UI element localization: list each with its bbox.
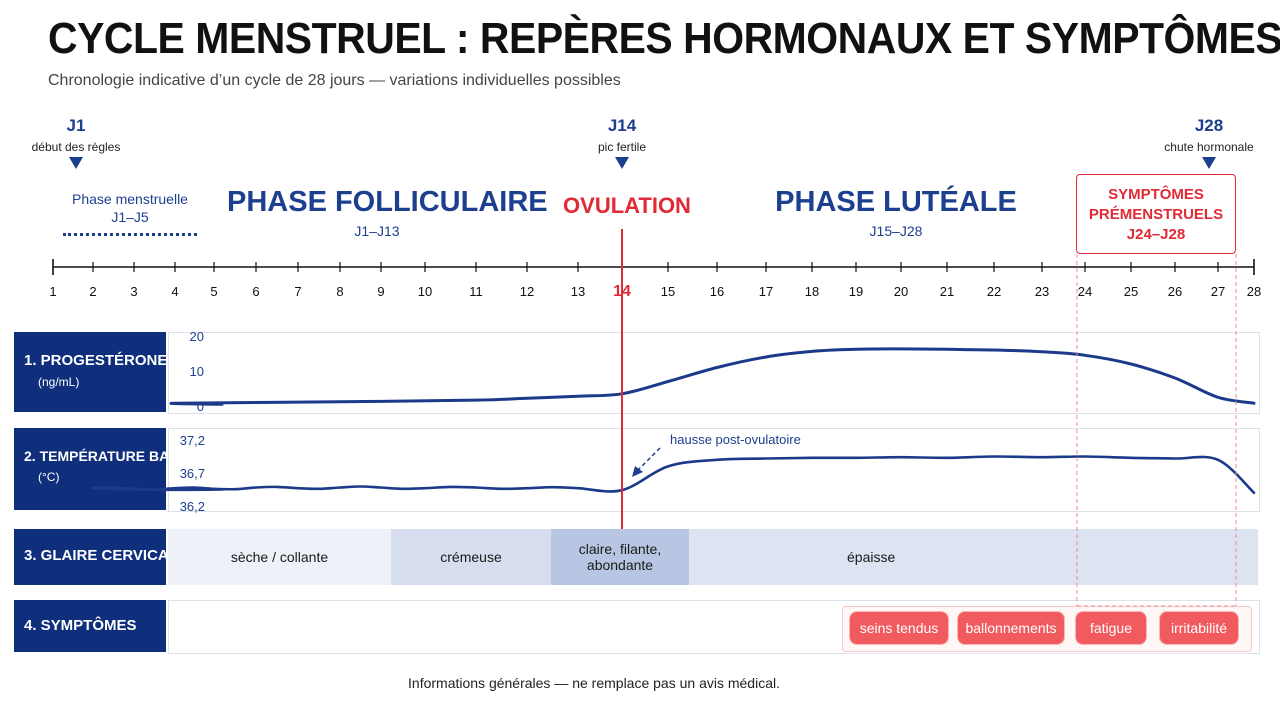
row-label-temperature: 2. TEMPÉRATURE BASALE (°C) (14, 428, 207, 510)
temperature-annotation: hausse post-ovulatoire (670, 432, 801, 447)
progesterone-curve (169, 347, 1256, 406)
progesterone-tick-label: 0 (197, 399, 204, 414)
timeline-day-label: 7 (294, 284, 301, 299)
symptom-pill: fatigue (1076, 612, 1146, 644)
timeline-day-label: 23 (1035, 284, 1049, 299)
down-triangle-icon (1202, 157, 1216, 169)
marker-day: J1 (66, 116, 86, 135)
timeline-day-label: 5 (210, 284, 217, 299)
mucus-segment: crémeuse (391, 529, 551, 585)
mucus-band: sèche / collante crémeuse claire, filant… (168, 529, 1258, 585)
timeline-day-label: 10 (418, 284, 432, 299)
timeline-day-label: 27 (1211, 284, 1225, 299)
mucus-segment: épaisse (689, 529, 1258, 585)
phase-name: OVULATION (563, 193, 691, 218)
mucus-segment: claire, filante, abondante (551, 529, 689, 585)
phase-menstrual: Phase menstruelle J1–J5 (60, 191, 200, 236)
timeline-day-label: 6 (252, 284, 259, 299)
timeline-day-label: 26 (1168, 284, 1182, 299)
timeline-day-label: 12 (520, 284, 534, 299)
timeline-day-label: 9 (377, 284, 384, 299)
pms-title-line2: PRÉMENSTRUELS (1088, 206, 1224, 223)
timeline-day-label: 4 (171, 284, 178, 299)
row-label-progesterone: 1. PROGESTÉRONE (ng/mL) (14, 332, 168, 412)
temperature-tick-label: 36,7 (180, 466, 205, 481)
symptom-pill: seins tendus (850, 612, 948, 644)
progesterone-tick-label: 20 (190, 329, 204, 344)
phase-follicular: PHASE FOLLICULAIRE J1–J13 (227, 186, 548, 239)
timeline-day-label: 17 (759, 284, 773, 299)
timeline-day-label: 11 (469, 284, 483, 299)
footer-disclaimer: Informations générales — ne remplace pas… (408, 675, 780, 691)
temperature-tick-label: 36,2 (180, 499, 205, 514)
timeline-day-label: 28 (1247, 284, 1261, 299)
pms-title-line1: SYMPTÔMES (1108, 186, 1204, 203)
menstrual-dotted-line (63, 233, 197, 236)
timeline-day-label: 19 (849, 284, 863, 299)
arrow-head-icon (632, 466, 643, 477)
timeline-axis: 1 2 3 4 5 6 7 8 9 10 11 12 13 14 15 16 17 18 19 20 21 22 23 24 2… (49, 259, 1261, 300)
temperature-tick-label: 37,2 (180, 433, 205, 448)
marker-day: J14 (607, 116, 637, 135)
mucus-segment: sèche / collante (168, 529, 391, 585)
page-title: CYCLE MENSTRUEL : REPÈRES HORMONAUX ET S… (48, 14, 1280, 63)
timeline-day-label: 8 (336, 284, 343, 299)
pms-range: J24–J28 (1126, 226, 1186, 243)
phase-name: PHASE FOLLICULAIRE (227, 186, 548, 218)
timeline-day-label: 18 (805, 284, 819, 299)
phase-name: PHASE LUTÉALE (775, 186, 1017, 218)
down-triangle-icon (615, 157, 629, 169)
timeline-day-label: 24 (1078, 284, 1092, 299)
row-title: 1. PROGESTÉRONE (24, 352, 168, 369)
row-title: 3. GLAIRE CERVICALE (24, 547, 188, 564)
pms-box: SYMPTÔMES PRÉMENSTRUELS J24–J28 (1076, 174, 1236, 254)
timeline-day-label: 15 (661, 284, 675, 299)
marker-j28: J28 chute hormonale (1129, 116, 1280, 169)
timeline-day-label: 25 (1124, 284, 1138, 299)
row-unit: (°C) (38, 470, 60, 484)
progesterone-tick-label: 10 (190, 364, 204, 379)
annotation-arrow (636, 447, 661, 472)
phase-range: J1–J13 (354, 223, 400, 239)
row-unit: (ng/mL) (38, 375, 80, 389)
symptom-pill: irritabilité (1160, 612, 1238, 644)
row-title: 4. SYMPTÔMES (24, 617, 137, 634)
timeline-day-label: 1 (49, 284, 56, 299)
timeline-day-label: 22 (987, 284, 1001, 299)
phase-name: Phase menstruelle (72, 191, 188, 207)
page-subtitle: Chronologie indicative d’un cycle de 28 … (48, 72, 621, 89)
phase-luteal: PHASE LUTÉALE J15–J28 (760, 186, 1032, 239)
row-label-symptoms: 4. SYMPTÔMES (14, 600, 166, 652)
down-triangle-icon (69, 157, 83, 169)
timeline-day-label: 3 (130, 284, 137, 299)
timeline-day-label: 21 (940, 284, 954, 299)
timeline-day-label: 16 (710, 284, 724, 299)
temperature-chart-box (168, 428, 1260, 512)
marker-day: J28 (1194, 116, 1224, 135)
marker-j1: J1 début des règles (0, 116, 156, 169)
timeline-day-label: 2 (89, 284, 96, 299)
row-label-mucus: 3. GLAIRE CERVICALE (14, 529, 188, 585)
marker-label: pic fertile (597, 140, 647, 154)
timeline-day-label: 20 (894, 284, 908, 299)
phase-range: J15–J28 (869, 223, 923, 239)
marker-label: chute hormonale (1164, 140, 1254, 154)
marker-label: début des règles (31, 140, 121, 154)
symptom-pill: ballonnements (958, 612, 1064, 644)
row-title: 2. TEMPÉRATURE BASALE (24, 448, 207, 464)
marker-j14: J14 pic fertile (542, 116, 702, 169)
phase-ovulation: OVULATION (552, 193, 702, 219)
phase-range: J1–J5 (111, 209, 149, 225)
temperature-curve (90, 455, 1256, 495)
timeline-day-label: 13 (571, 284, 585, 299)
